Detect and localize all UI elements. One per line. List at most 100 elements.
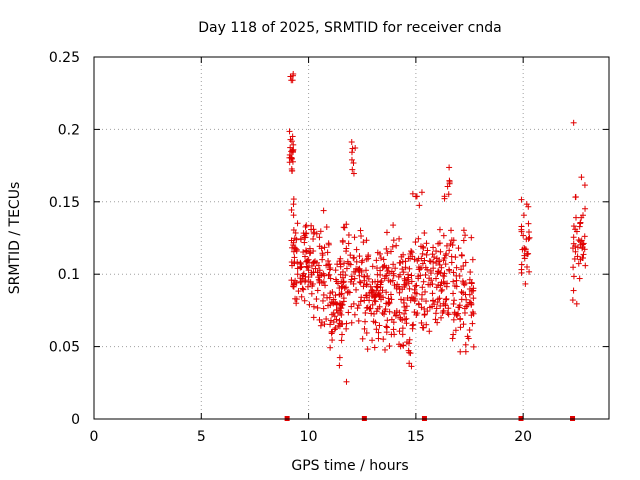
data-point bbox=[433, 255, 440, 262]
data-point bbox=[393, 285, 400, 292]
data-point bbox=[384, 250, 391, 257]
data-point bbox=[521, 252, 528, 259]
data-point bbox=[331, 326, 338, 333]
data-point bbox=[383, 329, 390, 336]
data-point bbox=[432, 275, 439, 282]
data-point bbox=[316, 267, 323, 274]
x-tick-label: 0 bbox=[90, 429, 99, 445]
data-point bbox=[294, 271, 301, 278]
data-point bbox=[363, 237, 370, 244]
data-point bbox=[429, 290, 436, 297]
data-point bbox=[384, 317, 391, 324]
data-point bbox=[295, 288, 302, 295]
data-point bbox=[390, 261, 397, 268]
data-point bbox=[448, 253, 455, 260]
data-point bbox=[352, 144, 359, 151]
data-point bbox=[348, 139, 355, 146]
data-point bbox=[381, 311, 388, 318]
data-point bbox=[373, 326, 380, 333]
data-point bbox=[290, 226, 297, 233]
data-point bbox=[305, 267, 312, 274]
data-point bbox=[374, 265, 381, 272]
data-point bbox=[329, 289, 336, 296]
data-point bbox=[434, 319, 441, 326]
data-point bbox=[364, 346, 371, 353]
data-point bbox=[337, 310, 344, 317]
data-point bbox=[457, 315, 464, 322]
data-point bbox=[399, 331, 406, 338]
data-point bbox=[288, 277, 295, 284]
data-point bbox=[289, 147, 296, 154]
data-point bbox=[424, 308, 431, 315]
data-point bbox=[383, 323, 390, 330]
data-point bbox=[423, 251, 430, 258]
data-point bbox=[330, 296, 337, 303]
data-point bbox=[339, 237, 346, 244]
data-point bbox=[293, 300, 300, 307]
data-point bbox=[468, 301, 475, 308]
data-point bbox=[435, 240, 442, 247]
data-point bbox=[327, 344, 334, 351]
data-point bbox=[390, 222, 397, 229]
data-point bbox=[339, 268, 346, 275]
data-point bbox=[579, 245, 586, 252]
data-point bbox=[380, 256, 387, 263]
data-point bbox=[292, 245, 299, 252]
x-tick-label: 5 bbox=[197, 429, 206, 445]
data-point bbox=[361, 297, 368, 304]
data-point bbox=[416, 266, 423, 273]
data-point bbox=[385, 295, 392, 302]
data-point bbox=[318, 271, 325, 278]
data-point bbox=[409, 322, 416, 329]
data-point bbox=[524, 250, 531, 257]
data-point bbox=[345, 309, 352, 316]
data-point bbox=[462, 341, 469, 348]
data-point bbox=[399, 266, 406, 273]
data-point bbox=[404, 295, 411, 302]
data-point bbox=[410, 321, 417, 328]
data-point bbox=[525, 220, 532, 227]
data-point bbox=[373, 308, 380, 315]
data-point bbox=[289, 244, 296, 251]
data-point bbox=[381, 275, 388, 282]
data-point bbox=[363, 256, 370, 263]
data-point bbox=[355, 302, 362, 309]
data-point bbox=[338, 321, 345, 328]
data-point bbox=[427, 268, 434, 275]
data-point bbox=[388, 296, 395, 303]
data-point bbox=[363, 267, 370, 274]
data-point bbox=[462, 232, 469, 239]
data-point bbox=[518, 261, 525, 268]
data-point bbox=[575, 260, 582, 267]
data-point bbox=[573, 214, 580, 221]
data-point bbox=[324, 294, 331, 301]
data-point bbox=[396, 328, 403, 335]
data-point bbox=[286, 151, 293, 158]
data-point bbox=[451, 297, 458, 304]
data-point bbox=[320, 305, 327, 312]
data-point bbox=[364, 272, 371, 279]
data-point bbox=[368, 310, 375, 317]
data-point bbox=[450, 290, 457, 297]
data-point bbox=[386, 270, 393, 277]
data-point bbox=[363, 329, 370, 336]
data-point bbox=[441, 280, 448, 287]
data-point bbox=[363, 281, 370, 288]
data-point bbox=[423, 298, 430, 305]
data-point bbox=[397, 343, 404, 350]
data-point bbox=[348, 319, 355, 326]
data-point bbox=[319, 297, 326, 304]
data-point bbox=[445, 191, 452, 198]
data-point bbox=[570, 223, 577, 230]
data-point bbox=[462, 348, 469, 355]
data-point bbox=[329, 337, 336, 344]
data-point bbox=[353, 258, 360, 265]
x-tick-label: 20 bbox=[514, 429, 532, 445]
data-point bbox=[348, 276, 355, 283]
y-tick-label: 0.15 bbox=[49, 195, 80, 211]
data-point bbox=[288, 138, 295, 145]
data-point bbox=[579, 254, 586, 261]
data-point bbox=[421, 257, 428, 264]
data-point bbox=[386, 343, 393, 350]
data-point bbox=[339, 301, 346, 308]
